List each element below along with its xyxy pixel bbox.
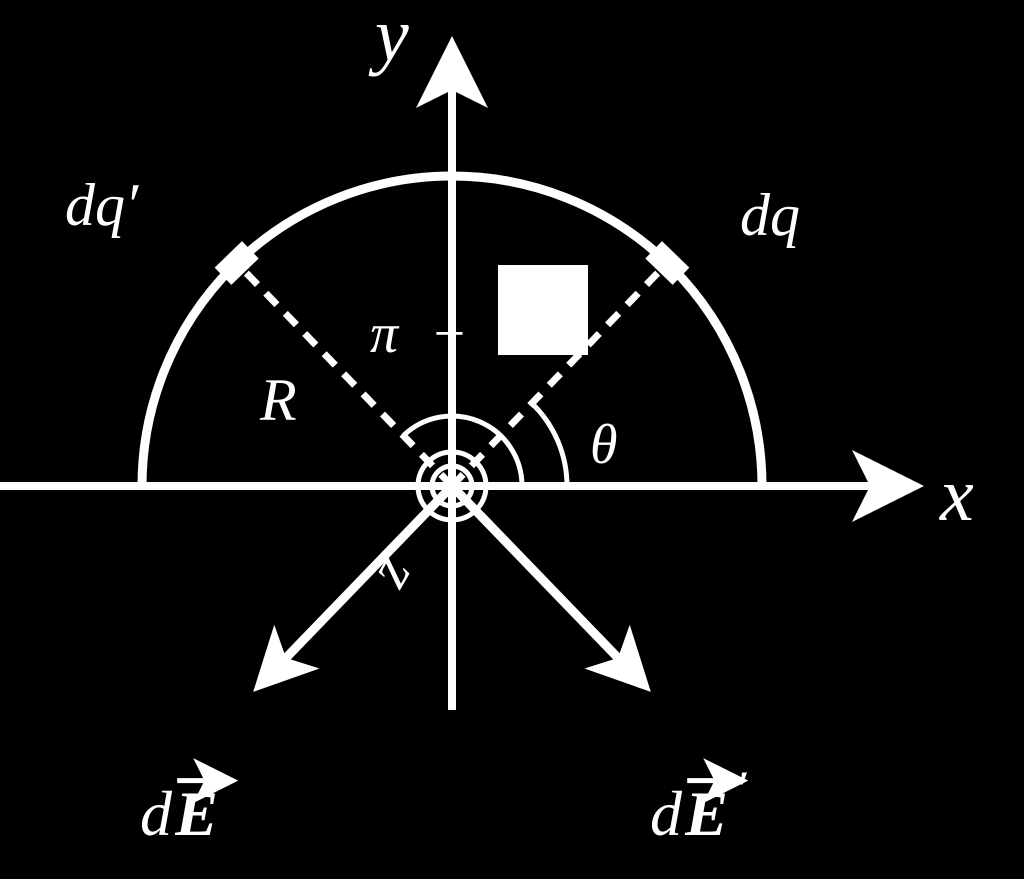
theta-label: θ — [590, 414, 618, 476]
svg-text:d: d — [650, 778, 683, 849]
dE-prime-vector — [452, 486, 633, 673]
dE-prime-label: dE′ — [650, 761, 747, 849]
theta-arc — [532, 403, 567, 486]
radius-label: R — [259, 367, 297, 433]
x-axis-label: x — [939, 453, 974, 537]
svg-text:d: d — [140, 778, 173, 849]
dq-prime-label: dq′ — [65, 172, 139, 238]
dq-label: dq — [740, 182, 800, 248]
pi-label: π — [370, 303, 400, 365]
svg-text:′: ′ — [735, 761, 747, 818]
svg-text:E: E — [174, 778, 218, 849]
minus-theta-dash: − — [430, 303, 468, 365]
white-square — [498, 265, 588, 355]
y-axis-label: y — [368, 0, 409, 77]
physics-diagram: y x z dq dq′ R θ π − dE dE′ — [0, 0, 1024, 879]
svg-text:E: E — [684, 778, 728, 849]
dE-vector — [271, 486, 452, 673]
dE-label: dE — [140, 778, 223, 849]
